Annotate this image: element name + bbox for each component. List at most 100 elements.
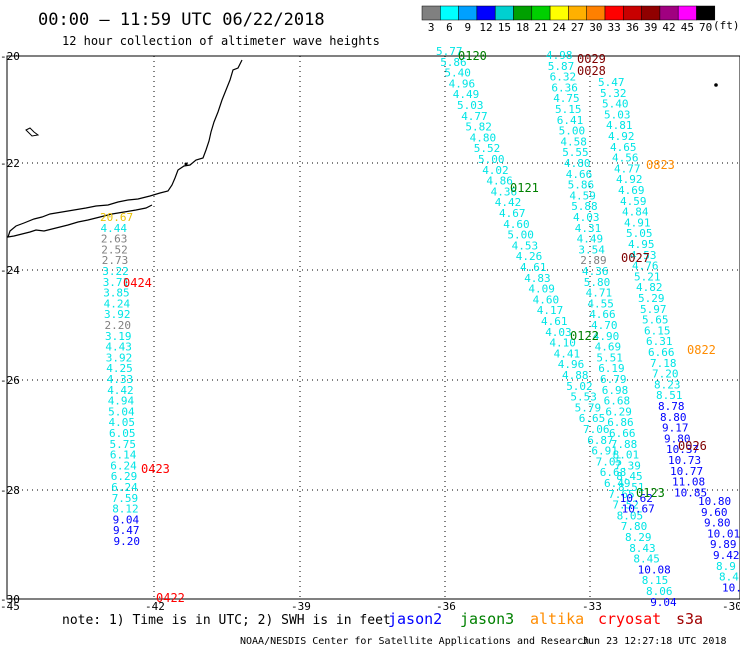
coastline bbox=[7, 59, 243, 238]
wave-height-value: 5.29 bbox=[638, 292, 665, 305]
wave-height-value: 4.60 bbox=[533, 293, 560, 306]
satellite-jason2: jason2 bbox=[388, 610, 442, 628]
coastal-island bbox=[25, 127, 40, 137]
wave-height-value: 8.51 bbox=[618, 481, 645, 494]
wave-height-value: 5.00 bbox=[507, 229, 534, 242]
axis-tick-labels: -45 -42 -39 -36 -33 -30 -20 -22 -24 -26 … bbox=[0, 50, 740, 613]
legend-value: 45 bbox=[681, 21, 694, 34]
wave-height-value: 4.42 bbox=[495, 196, 522, 209]
wave-height-value: 5.80 bbox=[584, 276, 611, 289]
footer-generated: Jun 23 12:27:18 UTC 2018 bbox=[582, 636, 727, 647]
island-dot bbox=[714, 83, 718, 87]
wave-height-value: 9.04 bbox=[650, 596, 677, 609]
wave-height-value: 2.52 bbox=[101, 243, 128, 256]
y-tick-label: -30 bbox=[0, 593, 20, 606]
legend-value: 39 bbox=[644, 21, 657, 34]
wave-height-value: 5.00 bbox=[559, 125, 586, 138]
time-range-title: 00:00 – 11:59 UTC 06/22/2018 bbox=[38, 10, 325, 30]
wave-height-value: 9.60 bbox=[701, 506, 728, 519]
wave-height-tracks: 20.674.442.632.522.733.223.713.854.243.9… bbox=[100, 45, 740, 609]
wave-height-value: 4.77 bbox=[461, 110, 488, 123]
y-tick-label: -22 bbox=[0, 157, 20, 170]
legend-swatch bbox=[458, 5, 478, 21]
wave-height-value: 8.51 bbox=[656, 389, 683, 402]
x-tick-label: -42 bbox=[145, 600, 165, 613]
wave-height-value: 4.88 bbox=[562, 369, 589, 382]
coastal-island bbox=[184, 162, 188, 166]
wave-height-value: 4.43 bbox=[105, 341, 131, 354]
footer-note: note: 1) Time is in UTC; 2) SWH is in fe… bbox=[62, 613, 391, 628]
wave-height-value: 8.9 bbox=[716, 560, 736, 573]
pass-time-label: 0121 bbox=[510, 181, 539, 195]
wave-height-value: 5.86 bbox=[440, 56, 467, 69]
wave-height-value: 8.23 bbox=[654, 378, 681, 391]
wave-height-value: 4.92 bbox=[608, 130, 635, 143]
wave-height-value: 6.98 bbox=[602, 384, 629, 397]
satellite-altika: altika bbox=[530, 610, 584, 628]
wave-height-value: 7.05 bbox=[596, 455, 623, 468]
legend-value: 18 bbox=[516, 21, 529, 34]
wave-height-value: 7.88 bbox=[611, 438, 638, 451]
wave-height-value: 4.41 bbox=[554, 347, 581, 360]
plot-frame bbox=[6, 55, 740, 600]
pass-time-label: 0823 bbox=[646, 158, 675, 172]
wave-height-value: 5.21 bbox=[634, 270, 661, 283]
wave-height-value: 7.59 bbox=[112, 492, 139, 505]
wave-height-value: 4.58 bbox=[560, 135, 587, 148]
wave-height-value: 5.97 bbox=[640, 303, 667, 316]
wave-height-value: 5.75 bbox=[110, 438, 137, 451]
wave-height-value: 7.80 bbox=[621, 520, 648, 533]
wave-height-value: 4.96 bbox=[558, 358, 585, 371]
wave-height-value: 4.36 bbox=[582, 265, 609, 278]
wave-height-value: 10.37 bbox=[666, 443, 699, 456]
legend-swatch bbox=[696, 5, 716, 21]
wave-height-value: 4.82 bbox=[636, 281, 663, 294]
legend-swatch bbox=[440, 5, 459, 21]
wave-height-value: 8.29 bbox=[625, 531, 652, 544]
wave-height-value: 4.49 bbox=[453, 88, 480, 101]
wave-height-value: 4.90 bbox=[593, 330, 620, 343]
wave-height-value: 2.89 bbox=[580, 254, 607, 267]
legend-value: 30 bbox=[589, 21, 602, 34]
wave-height-value: 4.53 bbox=[630, 249, 657, 262]
wave-height-value: 20.67 bbox=[100, 211, 133, 224]
wave-height-value: 4.25 bbox=[106, 362, 133, 375]
legend-swatch bbox=[568, 5, 587, 21]
x-tick-label: -30 bbox=[722, 600, 740, 613]
legend-value: 3 bbox=[428, 21, 435, 34]
legend-value: 9 bbox=[464, 21, 471, 34]
x-tick-label: -33 bbox=[582, 600, 602, 613]
wave-height-value: 9.17 bbox=[662, 422, 689, 435]
wave-height-value: 6.66 bbox=[609, 427, 636, 440]
x-tick-label: -45 bbox=[0, 600, 20, 613]
legend-value: 36 bbox=[626, 21, 639, 34]
wave-height-value: 6.05 bbox=[109, 427, 136, 440]
wave-height-value: 4.86 bbox=[486, 175, 513, 188]
wave-height-value: 3.71 bbox=[103, 276, 130, 289]
wave-height-value: 4.91 bbox=[624, 216, 651, 229]
wave-height-value: 6.31 bbox=[646, 335, 673, 348]
wave-height-value: 4.31 bbox=[575, 222, 602, 235]
legend-value: 24 bbox=[553, 21, 567, 34]
wave-height-value: 4.65 bbox=[610, 141, 637, 154]
wave-height-value: 4.61 bbox=[520, 261, 547, 274]
wave-height-value: 6.87 bbox=[587, 434, 614, 447]
pass-time-label: 0424 bbox=[123, 276, 152, 290]
wave-height-value: 9.04 bbox=[113, 513, 140, 526]
wave-height-value: 4.75 bbox=[553, 92, 580, 105]
y-tick-label: -28 bbox=[0, 484, 20, 497]
wave-height-value: 6.15 bbox=[644, 324, 671, 337]
legend-swatch bbox=[641, 5, 661, 21]
pass-time-label: 0422 bbox=[156, 591, 185, 605]
y-tick-label: -24 bbox=[0, 264, 20, 277]
wave-height-value: 9.20 bbox=[114, 535, 141, 548]
y-tick-label: -26 bbox=[0, 374, 20, 387]
wave-height-value: 5.87 bbox=[548, 60, 575, 73]
wave-height-value: 5.52 bbox=[474, 142, 501, 155]
wave-height-value: 4.33 bbox=[107, 373, 134, 386]
wave-height-value: 8.45 bbox=[633, 553, 660, 566]
y-tick-label: -20 bbox=[0, 50, 20, 63]
legend-unit: (ft) bbox=[713, 19, 740, 32]
subtitle: 12 hour collection of altimeter wave hei… bbox=[62, 34, 380, 48]
